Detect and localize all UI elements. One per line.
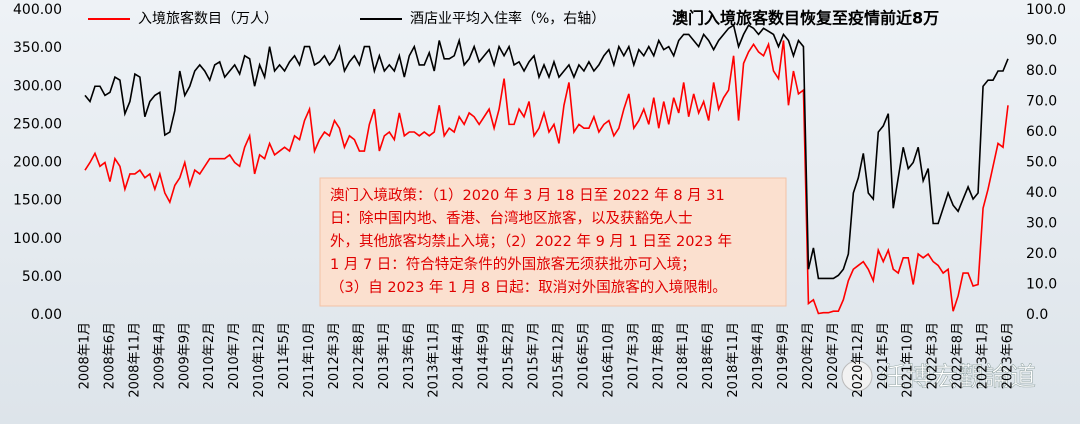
x-tick-label: 2021年10月 xyxy=(901,322,916,398)
x-tick-label: 2022年3月 xyxy=(926,322,941,389)
series-line xyxy=(84,23,1009,280)
x-tick-label: 2014年4月 xyxy=(452,322,467,389)
x-tick-label: 2010年2月 xyxy=(202,322,217,389)
x-tick-label: 2019年9月 xyxy=(776,322,791,389)
y-tick-label: 350.00 xyxy=(13,40,62,56)
y2-tick-label: 40.0 xyxy=(1026,185,1057,201)
y2-tick-label: 70.0 xyxy=(1026,94,1057,110)
y-tick-label: 200.00 xyxy=(13,155,62,171)
x-tick-label: 2023年1月 xyxy=(976,322,991,389)
y2-tick-label: 10.0 xyxy=(1026,277,1057,293)
series-line xyxy=(84,40,1009,315)
x-tick-label: 2013年1月 xyxy=(377,322,392,389)
annotation: 外，其他旅客均禁止入境；（2）2022 年 9 月 1 日至 2023 年 xyxy=(330,232,732,250)
x-tick-label: 2016年5月 xyxy=(576,322,591,389)
x-tick-label: 2020年12月 xyxy=(851,322,866,398)
y2-tick-label: 50.0 xyxy=(1026,155,1057,171)
y-tick-label: 250.00 xyxy=(13,116,62,132)
x-tick-label: 2009年9月 xyxy=(177,322,192,389)
x-tick-label: 2008年6月 xyxy=(102,322,117,389)
y2-tick-label: 90.0 xyxy=(1026,33,1057,49)
x-tick-label: 2008年11月 xyxy=(127,322,142,398)
x-tick-label: 2016年10月 xyxy=(601,322,616,398)
x-tick-label: 2010年12月 xyxy=(252,322,267,398)
x-tick-label: 2009年4月 xyxy=(152,322,167,389)
y2-tick-label: 30.0 xyxy=(1026,216,1057,232)
x-tick-label: 2019年4月 xyxy=(751,322,766,389)
x-tick-label: 2018年6月 xyxy=(701,322,716,389)
x-tick-label: 2013年11月 xyxy=(427,322,442,398)
annotation: 日：除中国内地、香港、台湾地区旅客，以及获豁免人士 xyxy=(330,210,693,227)
y-tick-label: 400.00 xyxy=(13,2,62,18)
x-tick-label: 2012年3月 xyxy=(327,322,342,389)
x-tick-label: 2020年2月 xyxy=(801,322,816,389)
x-tick-label: 2010年7月 xyxy=(227,322,242,389)
watermark: 任博宏觀論道 xyxy=(880,363,1036,393)
x-tick-label: 2013年6月 xyxy=(402,322,417,389)
y-tick-label: 150.00 xyxy=(13,193,62,209)
annotation: （3）自 2023 年 1 月 8 日起：取消对外国旅客的入境限制。 xyxy=(330,278,727,296)
y2-tick-label: 20.0 xyxy=(1026,246,1057,262)
x-tick-label: 2011年10月 xyxy=(302,322,317,398)
x-tick-label: 2017年3月 xyxy=(626,322,641,389)
legend-label: 入境旅客数目（万人） xyxy=(138,10,278,27)
x-tick-label: 2015年2月 xyxy=(502,322,517,389)
x-tick-label: 2015年7月 xyxy=(527,322,542,389)
x-tick-label: 2023年6月 xyxy=(1001,322,1016,389)
wechat-icon xyxy=(841,360,873,392)
y2-tick-label: 0.0 xyxy=(1026,307,1048,323)
x-tick-label: 2020年7月 xyxy=(826,322,841,389)
x-tick-label: 2021年5月 xyxy=(876,322,891,389)
x-tick-label: 2014年9月 xyxy=(477,322,492,389)
chart-title: 澳门入境旅客数目恢复至疫情前近8万 xyxy=(672,9,939,28)
x-tick-label: 2017年8月 xyxy=(651,322,666,389)
x-tick-label: 2012年8月 xyxy=(352,322,367,389)
y2-tick-label: 60.0 xyxy=(1026,124,1057,140)
x-tick-label: 2008年1月 xyxy=(78,322,93,389)
x-tick-label: 2011年5月 xyxy=(277,322,292,389)
annotation: 澳门入境政策：（1）2020 年 3 月 18 日至 2022 年 8 月 31 xyxy=(330,186,725,204)
x-tick-label: 2018年1月 xyxy=(676,322,691,389)
y-tick-label: 50.00 xyxy=(22,269,62,285)
legend-label: 酒店业平均入住率（%，右轴） xyxy=(410,10,605,27)
y-tick-label: 300.00 xyxy=(13,78,62,94)
annotation-box xyxy=(319,177,787,307)
y2-tick-label: 80.0 xyxy=(1026,63,1057,79)
annotation: 1 月 7 日：符合特定条件的外国旅客无须获批亦可入境； xyxy=(330,255,696,273)
x-tick-label: 2022年8月 xyxy=(951,322,966,389)
y-tick-label: 0.00 xyxy=(31,307,62,323)
x-tick-label: 2015年12月 xyxy=(551,322,566,398)
y-tick-label: 100.00 xyxy=(13,231,62,247)
x-tick-label: 2018年11月 xyxy=(726,322,741,398)
y2-tick-label: 100.0 xyxy=(1026,2,1066,18)
